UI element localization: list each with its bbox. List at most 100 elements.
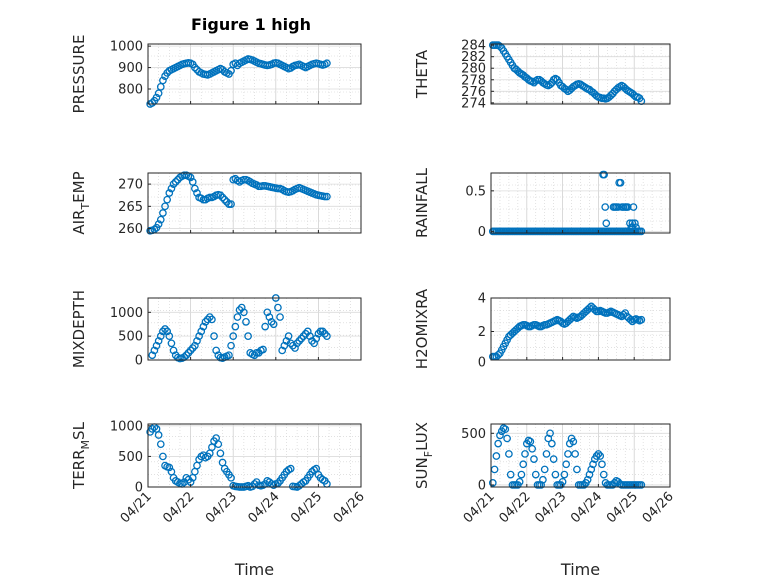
data-point: [154, 89, 163, 98]
data-point: [571, 450, 579, 458]
data-point: [159, 76, 167, 85]
y-tick-label: 265: [118, 200, 143, 215]
axes-box: [147, 423, 362, 488]
data-point: [148, 351, 157, 360]
data-point: [227, 66, 235, 75]
y-tick-label: 4: [478, 292, 486, 307]
data-point: [156, 332, 165, 341]
data-point: [501, 425, 510, 434]
data-point: [231, 322, 240, 331]
subplot-4: 0 0.5 RAINFALL: [413, 167, 671, 240]
data-point: [259, 345, 267, 354]
data-point: [197, 327, 206, 336]
y-axis-label: RAINFALL: [413, 167, 431, 238]
data-point: [496, 431, 504, 440]
data-point: [632, 223, 640, 232]
data-point: [267, 317, 276, 326]
data-point: [599, 470, 608, 479]
axes-box: [490, 43, 671, 105]
data-point: [301, 329, 310, 338]
y-tick-label: 500: [118, 330, 143, 345]
data-point: [161, 202, 169, 211]
y-axis-label-tail: SL: [70, 421, 88, 440]
data-point: [167, 339, 176, 348]
axes-box: [490, 423, 671, 488]
y-tick-label: 260: [118, 222, 143, 237]
y-axis-label-main: H2OMIXRA: [413, 288, 431, 369]
data-point: [233, 313, 242, 321]
data-point: [310, 339, 318, 348]
data-point: [148, 99, 157, 107]
data-point: [222, 198, 231, 206]
data-point: [216, 449, 225, 458]
data-point: [291, 344, 299, 352]
data-point: [306, 332, 314, 341]
y-axis-label-main: PRESSURE: [70, 35, 88, 114]
data-point: [320, 329, 329, 338]
data-point: [263, 308, 272, 317]
data-point: [212, 346, 221, 355]
data-point: [601, 203, 610, 211]
data-point: [205, 313, 214, 321]
data-point: [235, 306, 244, 314]
data-point: [551, 470, 560, 479]
axes-box: [147, 172, 362, 234]
data-point: [616, 178, 625, 187]
data-point: [323, 59, 331, 68]
y-tick-label: 0: [478, 225, 486, 240]
y-axis-label-main: TERR: [70, 449, 88, 490]
data-point: [186, 346, 195, 355]
data-point: [515, 477, 524, 486]
data-point: [303, 327, 312, 336]
y-tick-label: 500: [461, 427, 486, 442]
data-point: [546, 429, 554, 438]
data-point: [619, 310, 628, 319]
data-point: [165, 463, 174, 472]
y-tick-label: 1000: [110, 40, 143, 55]
x-tick-label: 04/22: [497, 489, 534, 526]
subplot-6: 0 2 4 H2OMIXRA: [413, 288, 671, 371]
data-point: [569, 437, 578, 446]
data-point: [169, 346, 178, 355]
y-tick-label: 282: [461, 50, 486, 65]
data-point: [159, 327, 167, 336]
data-point: [637, 227, 646, 236]
data-point: [210, 332, 218, 341]
data-point: [318, 327, 327, 336]
data-point: [596, 452, 605, 460]
data-point: [214, 440, 223, 449]
data-point: [163, 195, 172, 204]
data-point: [274, 303, 282, 312]
data-point: [156, 83, 165, 91]
y-tick-label: 284: [461, 39, 486, 54]
data-point: [161, 325, 169, 333]
data-point: [610, 479, 619, 487]
data-point: [549, 455, 558, 463]
data-point: [503, 434, 511, 443]
y-axis-label-tail: LUX: [413, 422, 431, 451]
data-point: [150, 346, 159, 355]
data-point: [590, 305, 599, 314]
data-point: [282, 337, 291, 345]
x-tick-label: 04/24: [246, 489, 283, 526]
data-point: [188, 344, 197, 352]
y-tick-label: 2: [478, 325, 486, 340]
data-point: [598, 460, 606, 469]
data-point: [218, 193, 227, 202]
data-point: [216, 191, 225, 200]
y-axis-label: TERRMSL: [70, 421, 92, 490]
data-point: [631, 219, 639, 228]
data-point: [560, 470, 569, 479]
data-point: [163, 327, 172, 336]
data-point: [580, 481, 588, 489]
data-point: [182, 351, 191, 360]
data-point: [526, 437, 535, 446]
y-axis-label-main: THETA: [413, 49, 431, 99]
x-tick-label: 04/23: [532, 489, 569, 526]
axes-box: [147, 43, 362, 105]
data-point: [171, 178, 180, 186]
x-tick-label: 04/23: [203, 489, 240, 526]
